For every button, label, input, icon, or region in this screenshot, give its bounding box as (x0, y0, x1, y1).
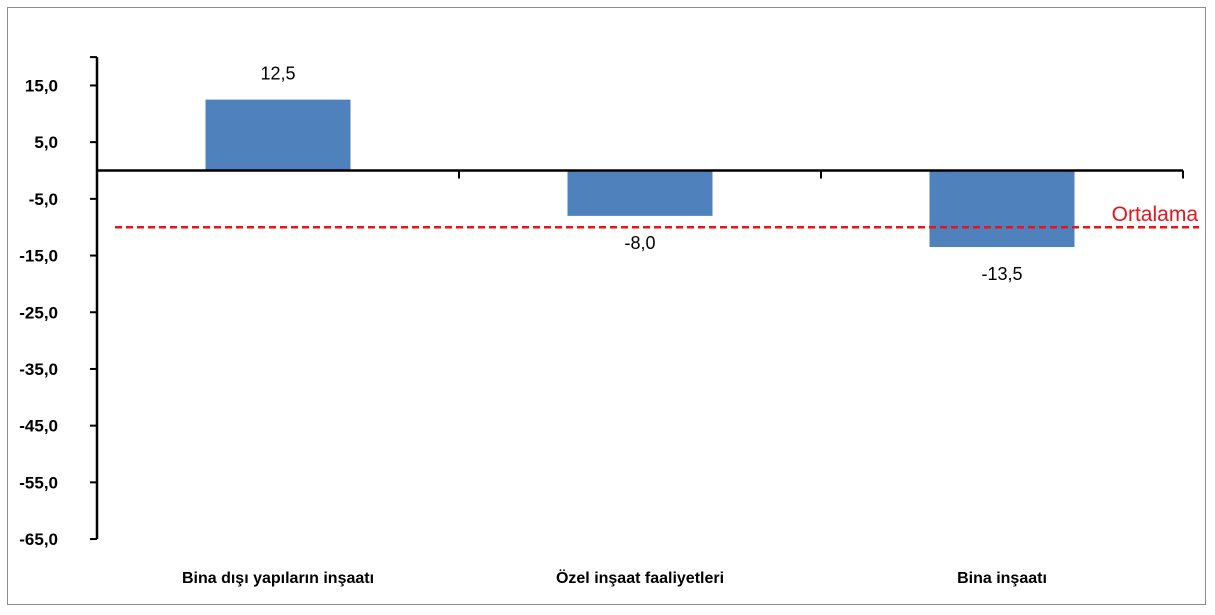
y-tick-label: -35,0 (19, 360, 58, 379)
y-tick-label: 5,0 (34, 133, 58, 152)
data-label: -8,0 (624, 233, 655, 253)
y-tick-label: -5,0 (29, 190, 58, 209)
category-label: Özel inşaat faaliyetleri (556, 568, 724, 587)
average-line-label: Ortalama (1112, 203, 1199, 226)
bar (929, 170, 1075, 248)
category-label: Bina inşaatı (957, 570, 1047, 587)
y-tick-label: -15,0 (19, 247, 58, 266)
category-label: Bina dışı yapıların inşaatı (182, 570, 374, 587)
bar (567, 170, 713, 216)
y-tick-label: -45,0 (19, 417, 58, 436)
data-label: 12,5 (260, 64, 295, 84)
y-tick-label: -65,0 (19, 530, 58, 549)
y-tick-label: 15,0 (25, 76, 58, 95)
data-label: -13,5 (981, 264, 1022, 284)
y-tick-label: -55,0 (19, 473, 58, 492)
bar (205, 99, 351, 171)
y-tick-label: -25,0 (19, 303, 58, 322)
